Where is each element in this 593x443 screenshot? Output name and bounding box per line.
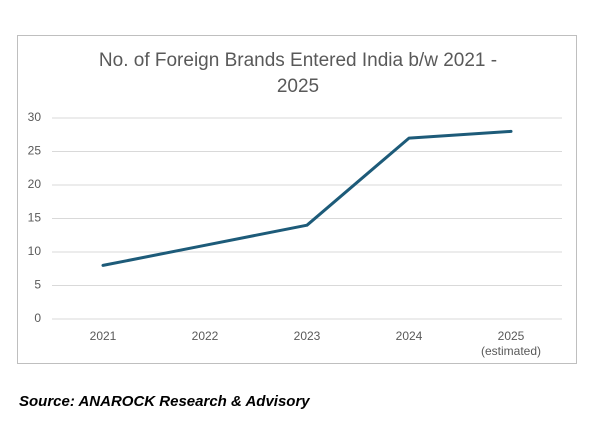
chart-title: No. of Foreign Brands Entered India b/w …	[98, 50, 498, 97]
y-tick-label: 0	[34, 311, 41, 325]
x-tick-label: 2025 (estimated)	[481, 329, 541, 358]
x-tick-label: 2022	[192, 329, 219, 343]
y-tick-label: 30	[28, 110, 42, 124]
y-tick-label: 5	[34, 278, 41, 292]
y-tick-label: 10	[28, 244, 42, 258]
x-tick-label: 2023	[294, 329, 321, 343]
data-line	[101, 129, 513, 267]
y-tick-label: 20	[28, 177, 42, 191]
y-tick-label: 25	[28, 144, 42, 158]
source-note: Source: ANAROCK Research & Advisory	[19, 393, 310, 410]
chart-frame: No. of Foreign Brands Entered India b/w …	[17, 35, 577, 364]
x-tick-label: 2021	[90, 329, 117, 343]
x-tick-label: 2024	[396, 329, 423, 343]
y-tick-label: 15	[28, 211, 42, 225]
